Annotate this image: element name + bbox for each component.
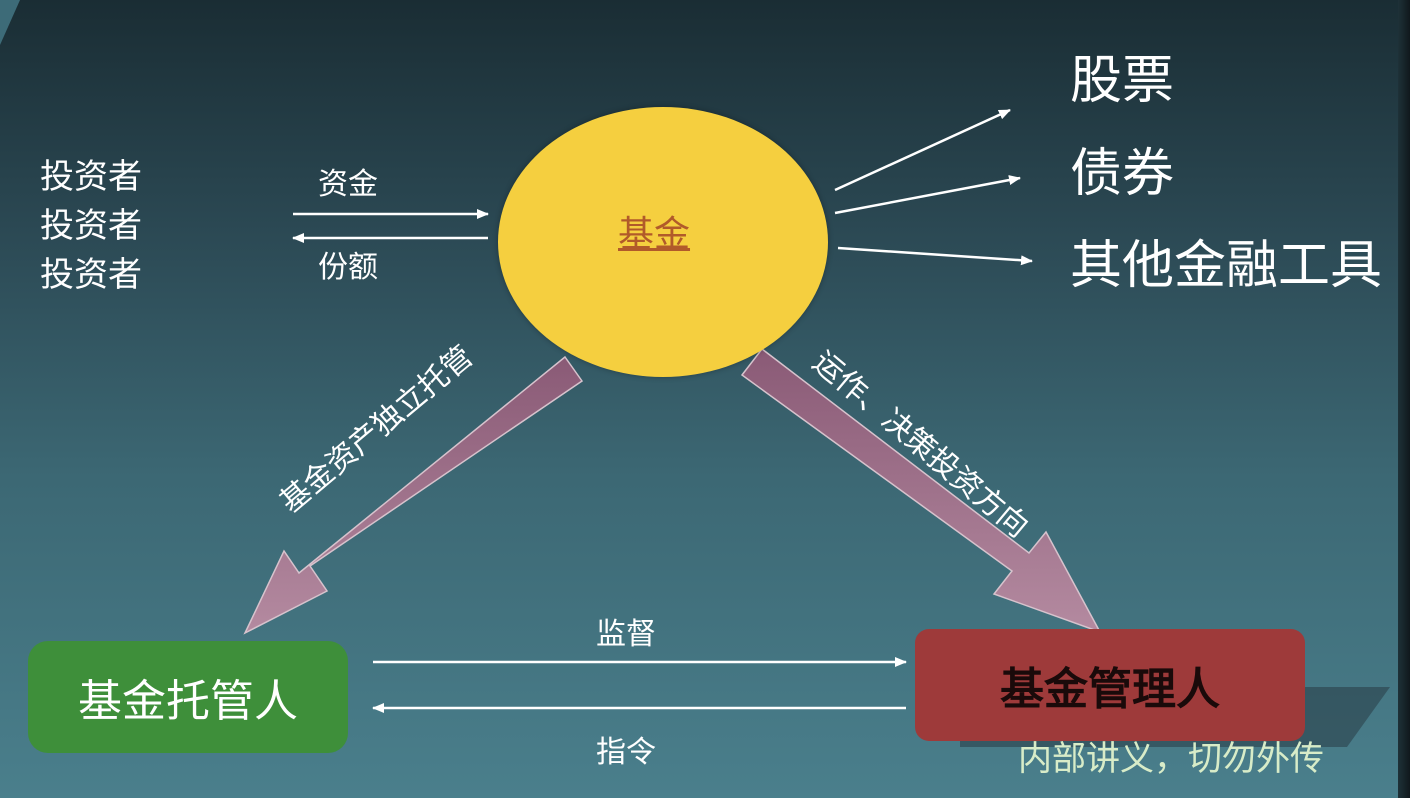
- custodian-node: 基金托管人: [28, 641, 348, 753]
- investor-label: 投资者: [40, 206, 142, 246]
- footer-note: 内部讲义，切勿外传: [1018, 739, 1324, 779]
- capital-label: 资金: [318, 167, 378, 202]
- supervision-label: 监督: [596, 617, 656, 652]
- investor-label: 投资者: [40, 157, 142, 197]
- corner-decoration: [0, 0, 20, 45]
- asset-bond: 债券: [1070, 144, 1175, 204]
- instruction-label: 指令: [596, 735, 656, 770]
- stock-arrow: [834, 108, 1011, 192]
- asset-other-instruments: 其他金融工具: [1070, 236, 1383, 296]
- manager-node: 基金管理人: [915, 629, 1305, 741]
- asset-stock: 股票: [1070, 51, 1175, 111]
- fund-label: 基金: [618, 214, 691, 255]
- other-instruments-arrow: [837, 246, 1033, 266]
- investor-label: 投资者: [40, 255, 142, 295]
- shares-label: 份额: [318, 250, 378, 285]
- custodian-label: 基金托管人: [78, 676, 298, 727]
- operation-big-arrow: [740, 347, 1102, 634]
- manager-label: 基金管理人: [1000, 664, 1220, 715]
- custody-big-arrow: [243, 355, 584, 635]
- fund-node: [498, 107, 828, 377]
- bond-arrow: [834, 175, 1021, 215]
- side-strip: [1398, 0, 1410, 798]
